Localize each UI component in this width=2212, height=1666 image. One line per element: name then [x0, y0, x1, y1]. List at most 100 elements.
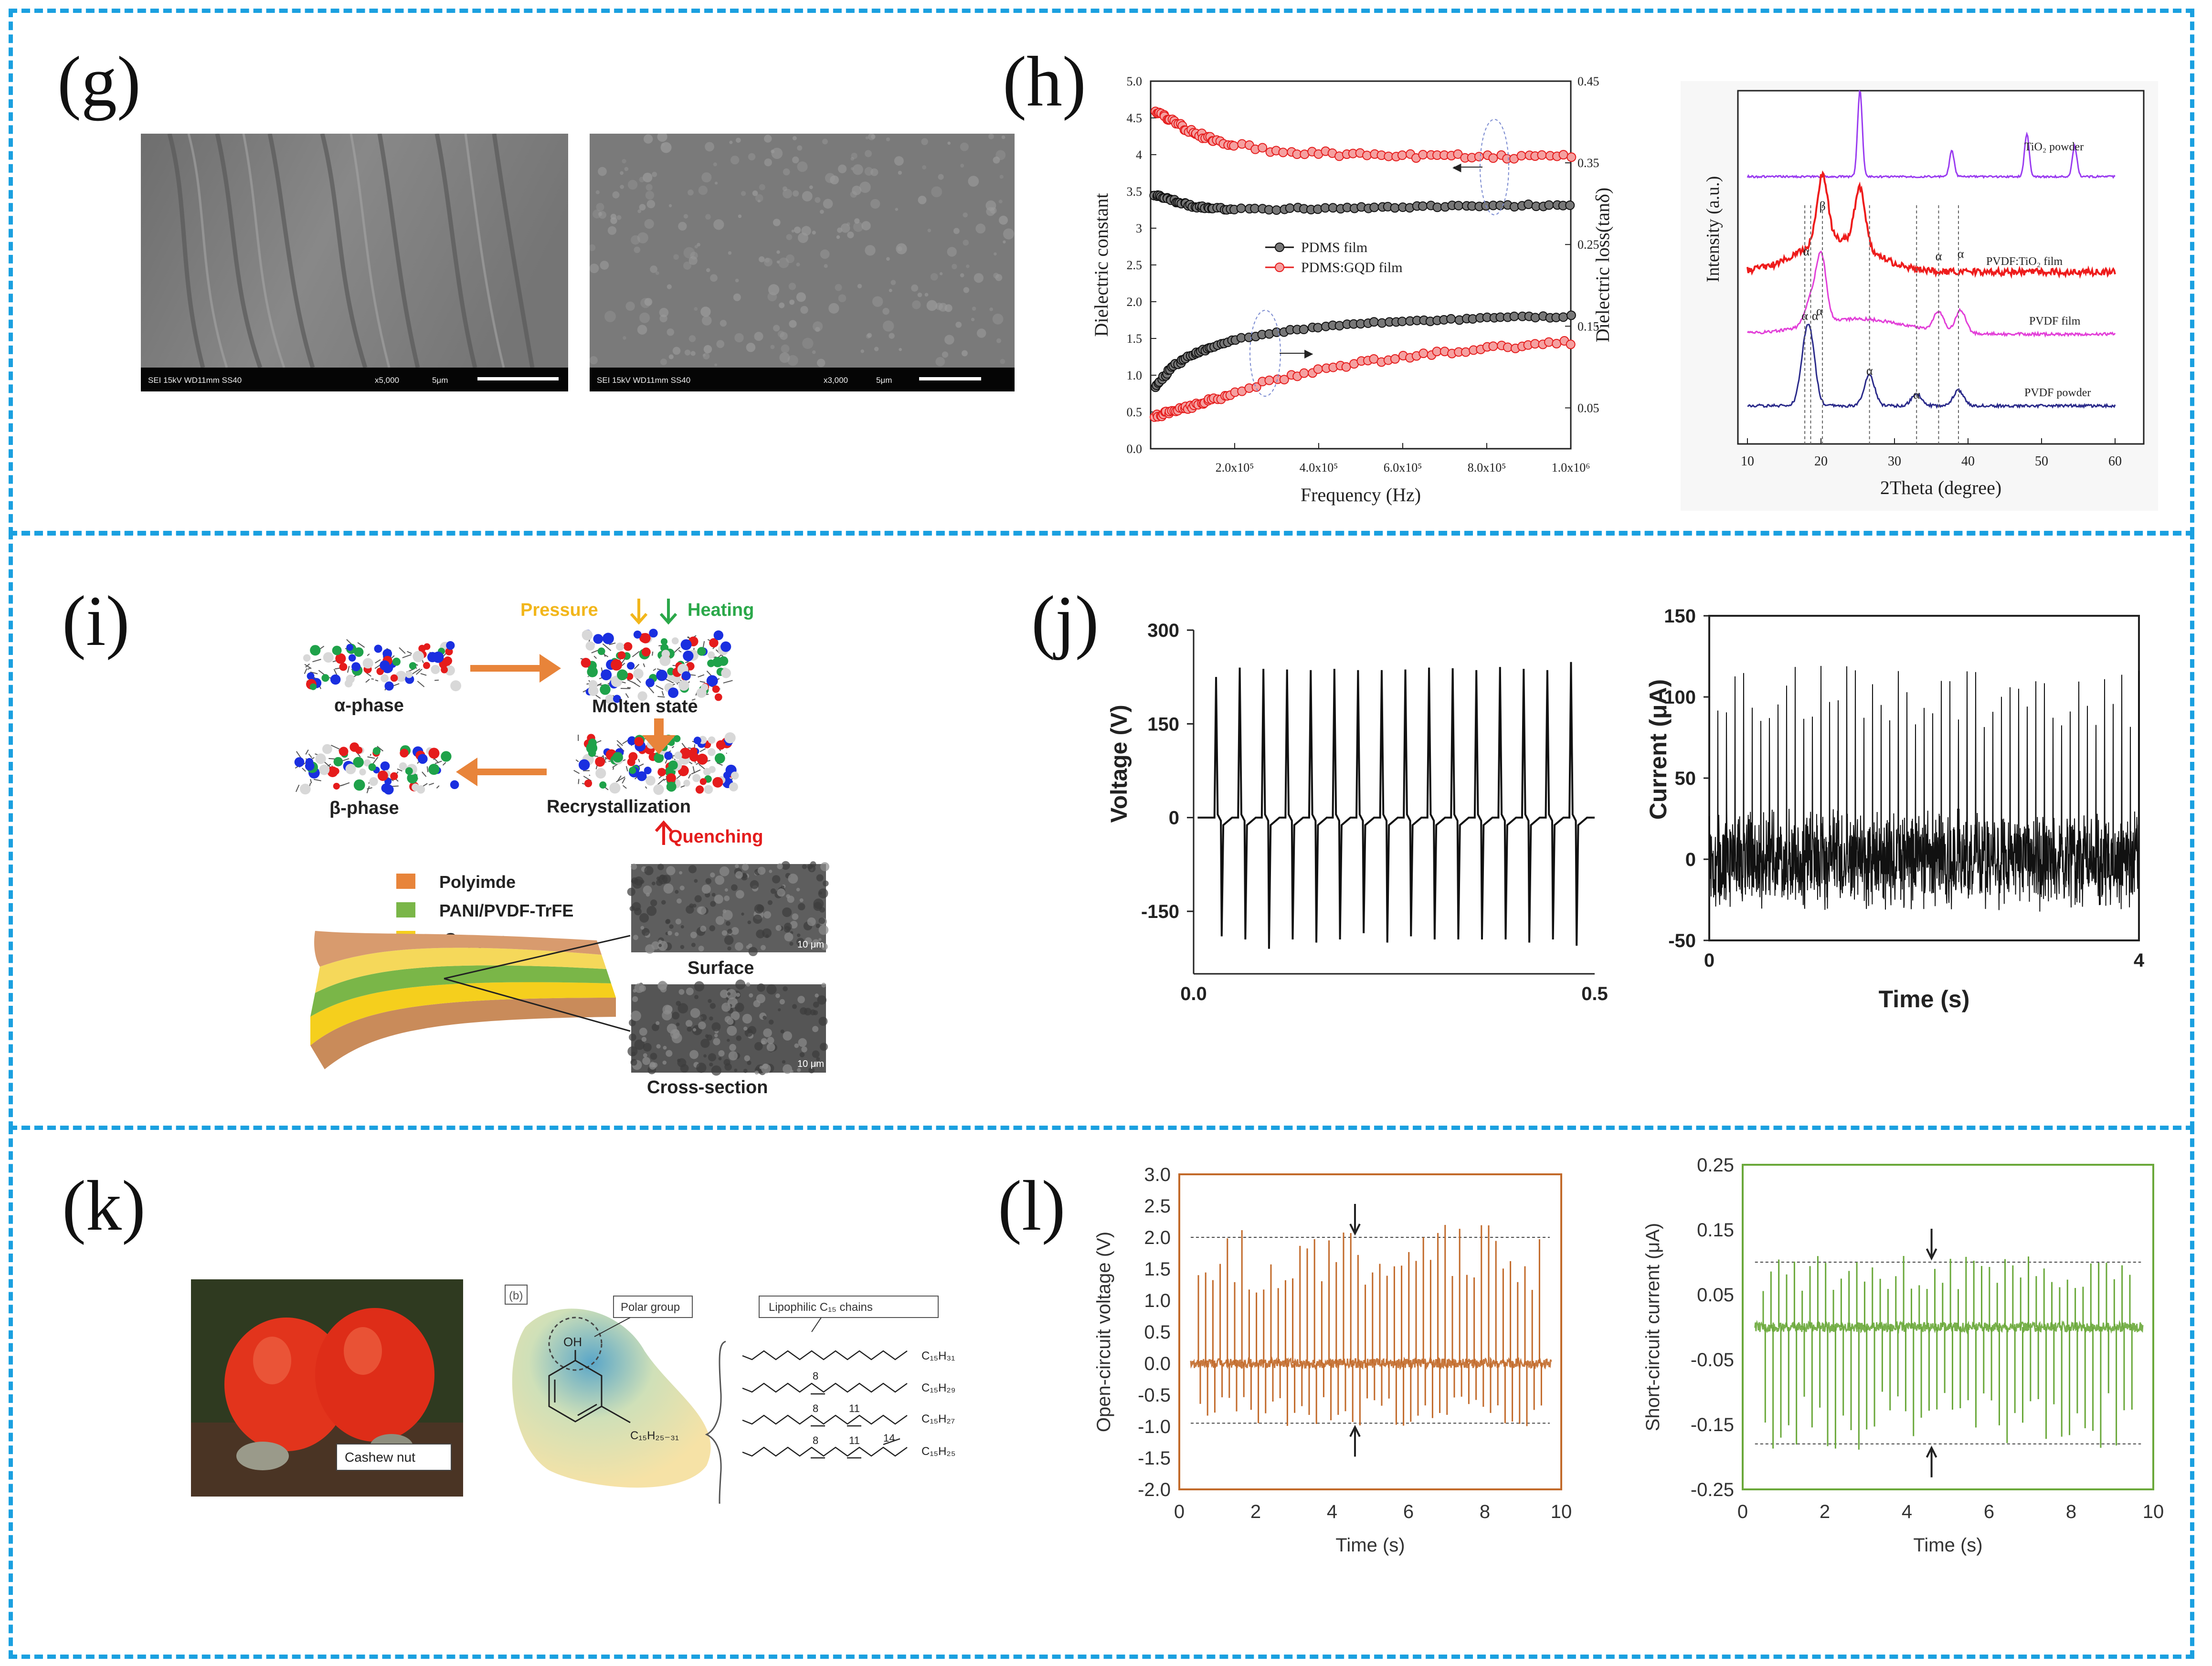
pos-14: 14 — [883, 1432, 895, 1444]
data-point — [1258, 143, 1268, 153]
y-tick-label: -0.05 — [1691, 1350, 1734, 1371]
arrow-head — [1349, 1424, 1361, 1437]
panel-label-j: (j) — [1031, 581, 1099, 661]
y-axis-label: Current (μA) — [1645, 679, 1672, 820]
peak-annotation: α — [1913, 388, 1920, 401]
data-point — [1461, 347, 1471, 357]
series-label: TiO₂ powder — [2024, 141, 2084, 153]
polarity-halo — [512, 1308, 711, 1488]
data-point — [1390, 354, 1400, 364]
data-point — [1558, 150, 1568, 160]
arrow-head — [1926, 1445, 1937, 1458]
series-label: PVDF:TiO₂ film — [1986, 255, 2063, 268]
data-point — [1537, 150, 1547, 160]
axis-arrow-head: ◀ — [1452, 161, 1461, 174]
y2-tick-label: 0.25 — [1577, 238, 1599, 252]
sem-left-info: SEI 15kV WD11mm SS40 — [148, 376, 242, 385]
data-point — [1285, 203, 1295, 213]
y-tick-label: -1.5 — [1138, 1448, 1171, 1469]
legend-label: PDMS:GQD film — [1301, 260, 1403, 275]
y-tick-label: 300 — [1147, 620, 1179, 641]
heating-arrow-icon — [659, 599, 677, 625]
x-tick-label: 8.0x10⁵ — [1468, 461, 1506, 474]
x-tick-label: 4 — [1327, 1501, 1337, 1522]
x-tick-label: 4.0x10⁵ — [1300, 461, 1338, 474]
y-tick-label: -150 — [1141, 901, 1179, 922]
xrd-trace — [1746, 170, 2116, 279]
x-axis-label: Frequency (Hz) — [1301, 484, 1421, 506]
data-point — [1530, 339, 1540, 349]
y-tick-label: 2.5 — [1144, 1196, 1171, 1217]
pos-11-b: 11 — [849, 1434, 860, 1446]
y-tick-label: 0.25 — [1697, 1155, 1734, 1176]
legend-swatch-pani — [396, 902, 415, 917]
cross-section-sem-image: 10 μm — [627, 979, 828, 1076]
y-tick-label: 0 — [1685, 849, 1696, 870]
y2-tick-label: 0.15 — [1577, 319, 1599, 333]
arrow-head — [1926, 1248, 1937, 1261]
y-tick-label: 1.0 — [1127, 369, 1143, 382]
data-point — [1299, 368, 1309, 378]
alkyl-chain — [742, 1350, 908, 1360]
sem-left-scale: 5μm — [432, 376, 448, 385]
y-tick-label: -0.25 — [1691, 1479, 1734, 1500]
alkyl-chain — [742, 1446, 908, 1457]
y2-tick-label: 0.35 — [1577, 156, 1599, 170]
beta-phase-molecule — [294, 742, 459, 795]
data-point — [1566, 152, 1577, 162]
data-point — [1509, 311, 1519, 321]
y-tick-label: 2.0 — [1127, 295, 1143, 309]
x-tick-label: 4 — [2134, 950, 2145, 971]
xrd-trace — [1746, 90, 2116, 179]
y-tick-label: 2.0 — [1144, 1227, 1171, 1248]
data-point — [1432, 202, 1442, 212]
x-axis-label: Time (s) — [1879, 986, 1970, 1012]
y-tick-label: 1.0 — [1144, 1290, 1171, 1311]
y-tick-label: 150 — [1147, 714, 1179, 735]
y-tick-label: -2.0 — [1138, 1479, 1171, 1500]
pressure-label: Pressure — [520, 600, 598, 620]
y-tick-label: 4 — [1136, 148, 1142, 162]
data-point — [1279, 375, 1289, 385]
y-tick-label: 1.5 — [1127, 332, 1143, 346]
formula-4: C₁₅H₂₅ — [921, 1445, 955, 1458]
legend-swatch-polyimide — [396, 874, 415, 889]
data-point — [1362, 150, 1372, 160]
double-bond — [883, 1438, 900, 1445]
x-tick-label: 30 — [1888, 454, 1901, 469]
x-tick-label: 1.0x10⁶ — [1552, 461, 1590, 474]
panel-label-i: (i) — [62, 581, 130, 661]
x-axis-label: 2Theta (degree) — [1880, 477, 2001, 498]
data-point — [1264, 375, 1274, 385]
current-chart: 150 100 50 0 -50 0 4 Time (s) Current (μA) — [1645, 606, 2145, 1012]
peak-annotation: α — [1866, 364, 1873, 378]
series-label: PVDF film — [2029, 315, 2081, 327]
data-point — [1474, 152, 1484, 162]
data-point — [1369, 317, 1379, 327]
peak-annotation: α — [1958, 247, 1964, 261]
data-point — [1334, 321, 1344, 331]
x-tick-label: 6.0x10⁵ — [1384, 461, 1422, 474]
y-tick-label: 0.05 — [1697, 1285, 1734, 1306]
x-tick-label: 40 — [1961, 454, 1975, 469]
heating-label: Heating — [688, 600, 754, 620]
y-axis-label: Voltage (V) — [1107, 705, 1132, 822]
y-axis-label: Dielectric constant — [1090, 193, 1112, 337]
data-point — [1516, 151, 1526, 161]
x-tick-label: 60 — [2108, 454, 2122, 469]
current-trace — [1709, 666, 2139, 912]
y-tick-label: 0.5 — [1127, 405, 1143, 419]
y-tick-label: 3.0 — [1144, 1165, 1171, 1185]
highlight-ellipse — [1480, 119, 1509, 215]
pressure-arrow-icon — [630, 599, 648, 625]
sem-right-scale: 5μm — [876, 376, 892, 385]
signal-baseline — [1754, 1319, 2144, 1335]
panel-row-k-l — [9, 1126, 2194, 1659]
panel-label-k: (k) — [62, 1166, 146, 1245]
peak-annotation: α — [1812, 309, 1819, 323]
x-tick-label: 0.0 — [1180, 983, 1207, 1004]
sem-image-right: SEI 15kV WD11mm SS40 x3,000 5μm — [590, 134, 1015, 391]
x-tick-label: 6 — [1984, 1501, 1994, 1522]
cross-section-label: Cross-section — [647, 1077, 768, 1097]
data-point — [1369, 202, 1379, 212]
